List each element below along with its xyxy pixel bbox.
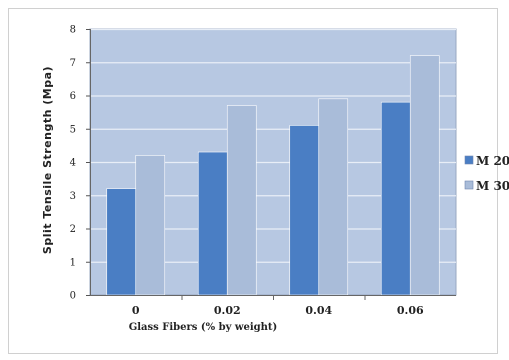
y-tick-label: 3: [70, 191, 76, 202]
legend-label: M 20: [476, 154, 509, 168]
y-tick-label: 8: [70, 25, 76, 36]
y-tick-label: 0: [70, 291, 76, 302]
bar-m30-0: [135, 155, 166, 296]
y-tick-label: 2: [70, 224, 76, 235]
bars: [106, 55, 440, 296]
legend-swatch: [464, 155, 474, 165]
x-tick-label: 0.02: [214, 304, 241, 317]
y-tick-label: 7: [70, 58, 76, 69]
bar-m20-0.04: [289, 125, 320, 296]
x-tick-label: 0.04: [305, 304, 332, 317]
y-tick-labels: 0 1 2 3 4 5 6 7 8: [70, 25, 76, 302]
y-tick-label: 5: [70, 124, 76, 135]
bar-m30-0.02: [226, 105, 257, 296]
bar-m20-0.06: [380, 101, 411, 296]
legend-swatch: [464, 180, 474, 190]
y-tick-label: 1: [70, 257, 76, 268]
y-tick-label: 4: [70, 158, 76, 169]
axes: [90, 29, 456, 300]
x-axis-label: Glass Fibers (% by weight): [129, 322, 278, 333]
bar-m30-0.06: [409, 55, 440, 296]
bar-m20-0.02: [197, 151, 228, 296]
bar-m30-0.04: [318, 98, 349, 296]
y-tick-label: 6: [70, 91, 76, 102]
x-tick-label: 0.06: [397, 304, 424, 317]
y-axis-label: Split Tensile Strength (Mpa): [41, 66, 54, 254]
x-tick-label: 0: [132, 304, 140, 317]
legend-label: M 30: [476, 179, 509, 193]
bar-m20-0: [106, 188, 137, 296]
x-tick-labels: 0 0.02 0.04 0.06: [132, 304, 424, 317]
legend: M 20 M 30: [464, 154, 509, 193]
